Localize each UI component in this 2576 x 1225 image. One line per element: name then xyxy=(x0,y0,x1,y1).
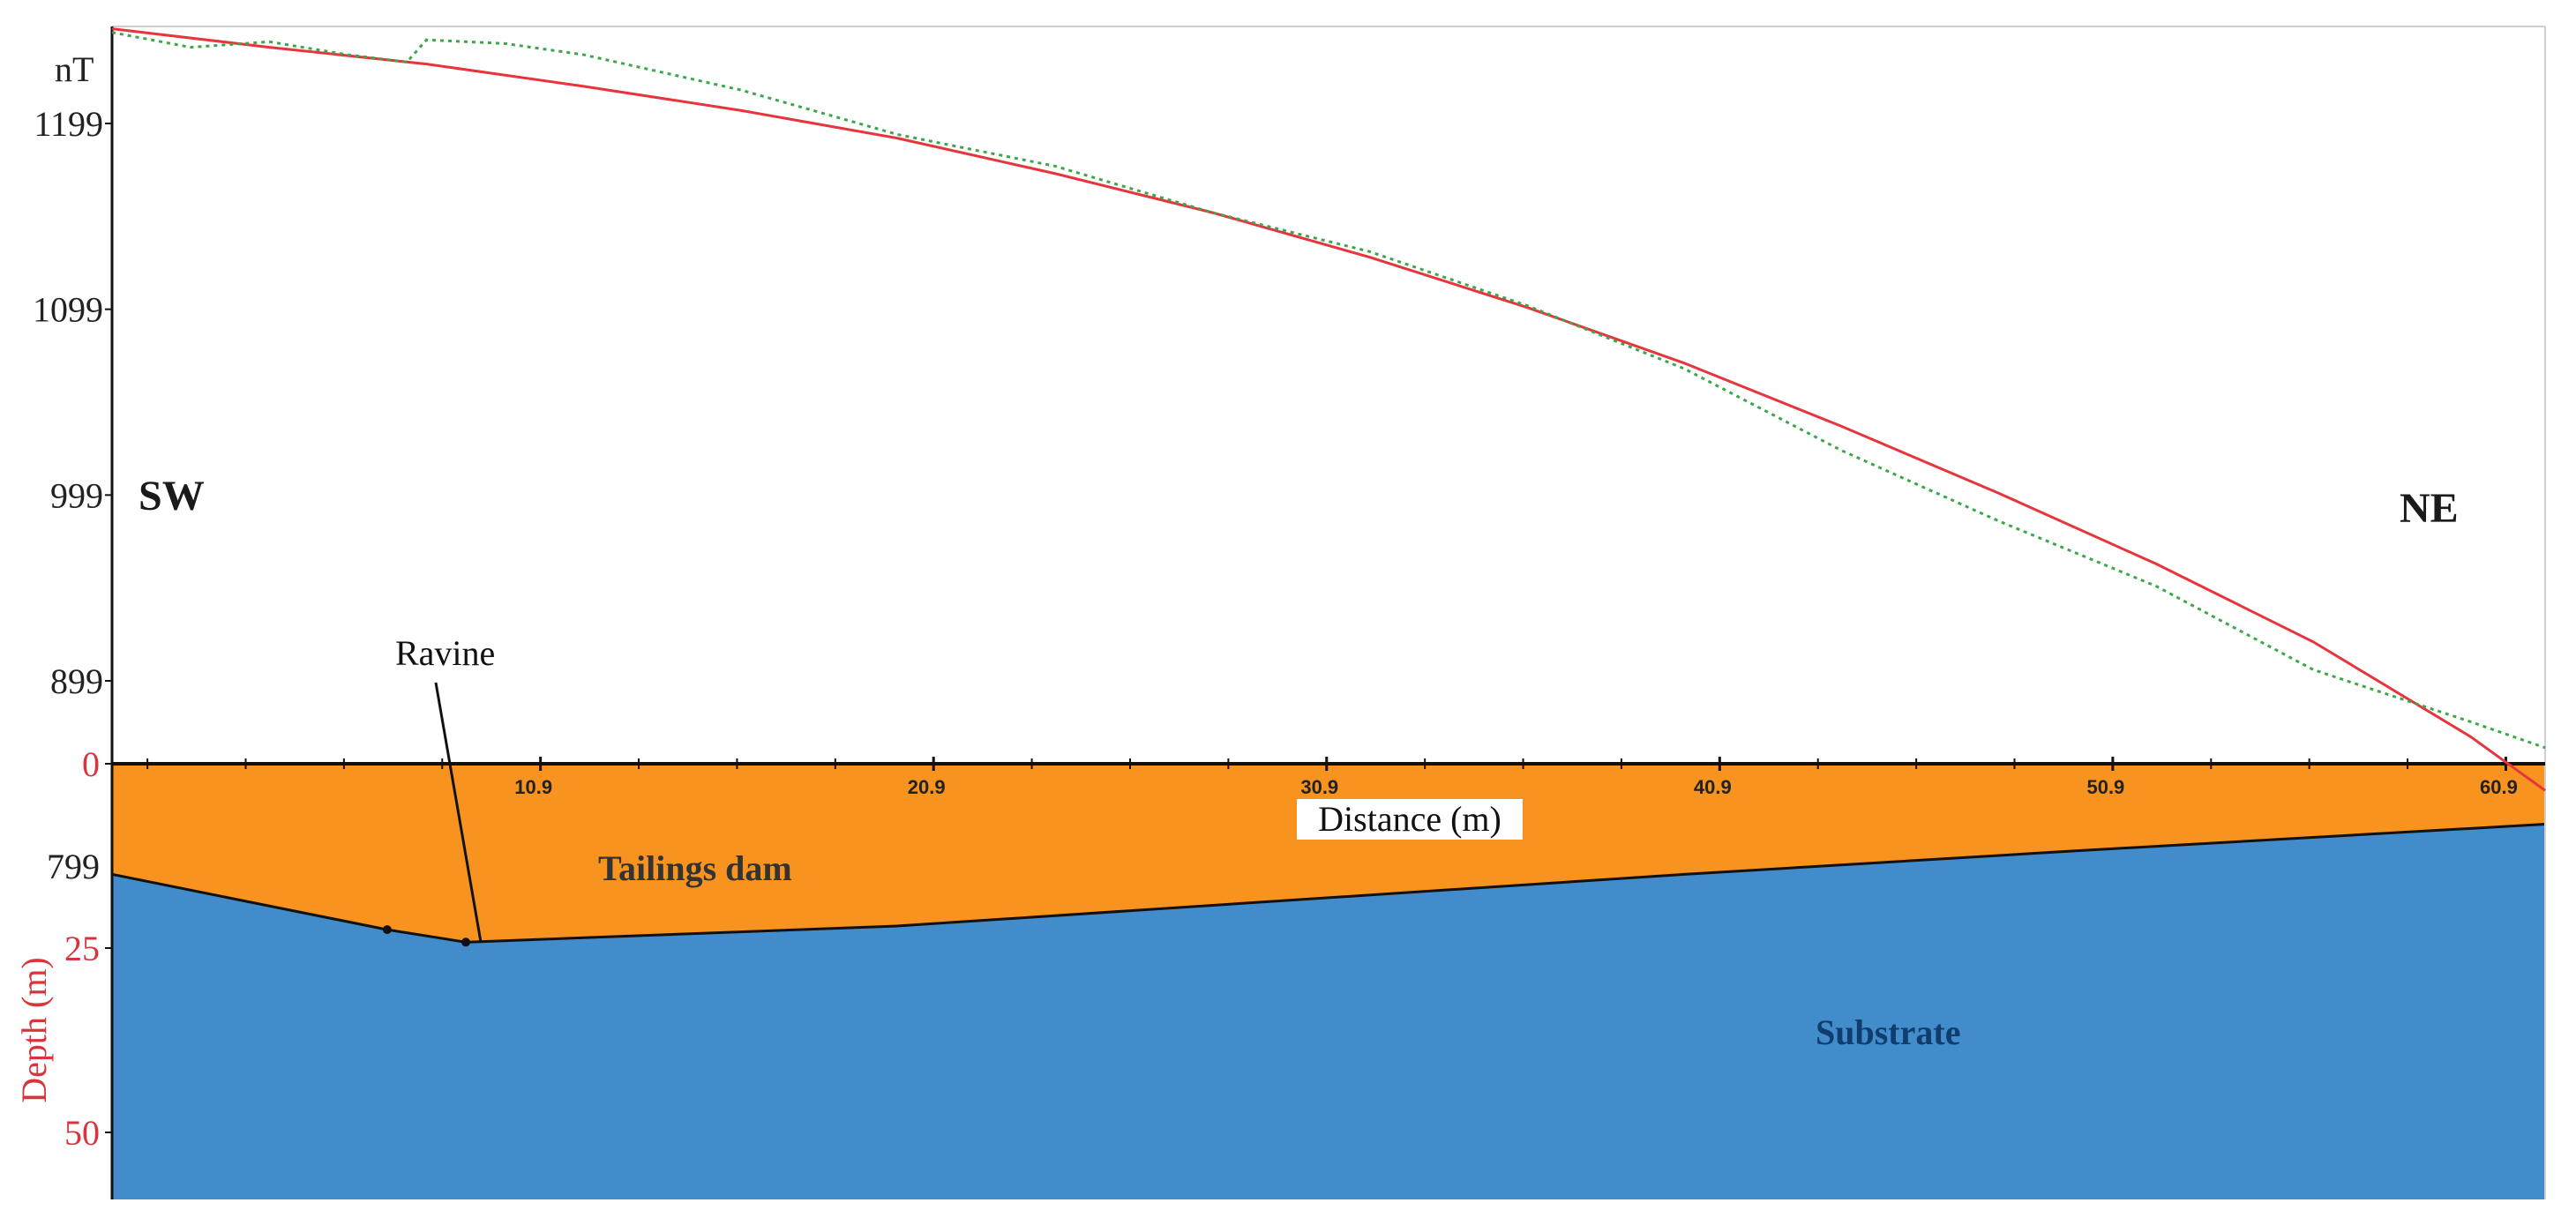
x-tick-label: 30.9 xyxy=(1300,776,1338,798)
y-tick-label: 1099 xyxy=(33,290,103,330)
y-tick-label: 1199 xyxy=(34,104,103,144)
y-tick-label-799: 799 xyxy=(47,847,100,886)
x-tick-label: 40.9 xyxy=(1694,776,1732,798)
x-axis-title-group: Distance (m) xyxy=(1297,799,1523,840)
substrate-layer xyxy=(112,824,2545,1199)
y-tick-label: 999 xyxy=(50,475,103,515)
series-line-2 xyxy=(111,31,2546,750)
top-y-axis-ticks: 899 999 1099 1199 xyxy=(33,104,112,701)
substrate-label: Substrate xyxy=(1816,1012,1960,1052)
layer-interface-line xyxy=(111,823,2546,944)
x-tick-label: 60.9 xyxy=(2480,776,2518,798)
x-axis-title-background xyxy=(1297,799,1523,840)
depth-tick-label: 50 xyxy=(64,1113,100,1153)
interface-vertex xyxy=(461,937,471,947)
depth-axis-label: Depth (m) xyxy=(14,957,54,1103)
x-axis-ticks: 10.9 20.9 30.9 40.9 50.9 60.9 xyxy=(146,757,2518,798)
x-tick-label: 10.9 xyxy=(514,776,552,798)
ravine-label: Ravine xyxy=(395,633,495,673)
y-tick-label: 899 xyxy=(50,661,103,701)
depth-tick-label: 25 xyxy=(64,929,100,968)
series-line-1 xyxy=(111,27,2546,792)
label-ne: NE xyxy=(2400,485,2459,532)
tailings-dam-label: Tailings dam xyxy=(598,848,792,888)
unit-label-nT: nT xyxy=(55,49,94,89)
interface-vertex xyxy=(382,925,392,935)
depth-tick-label: 0 xyxy=(82,744,100,784)
series-lines xyxy=(111,27,2546,947)
x-tick-label: 50.9 xyxy=(2086,776,2124,798)
ravine-pointer xyxy=(434,682,483,943)
x-axis-title: Distance (m) xyxy=(1318,799,1501,839)
x-tick-label: 20.9 xyxy=(908,776,946,798)
tailings-dam-layer xyxy=(112,764,2545,943)
depth-axis-ticks: 0 25 50 799 xyxy=(47,744,112,1153)
label-sw: SW xyxy=(139,473,205,519)
